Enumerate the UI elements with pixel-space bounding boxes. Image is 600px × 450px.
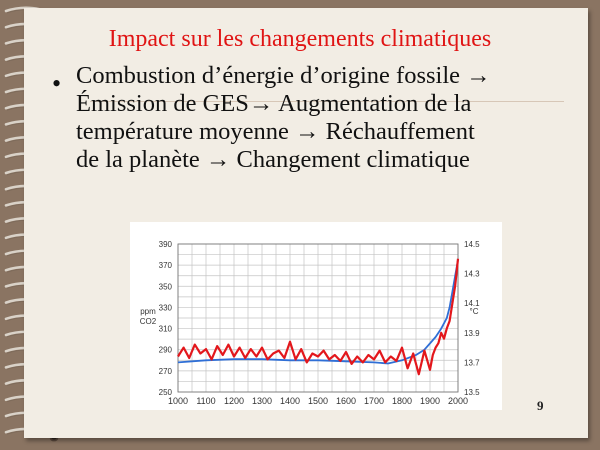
chart-grid bbox=[177, 243, 459, 393]
bullet-line-3: température moyenne → Réchauffement bbox=[76, 118, 475, 145]
y-left-tick-label: 290 bbox=[159, 346, 173, 355]
y-left-tick-label: 250 bbox=[159, 388, 173, 397]
y-right-tick-label: 14.3 bbox=[464, 270, 480, 279]
co2-temperature-chart: 1000 1100 1200 1300 1400 1500 1600 1700 1800 1900… bbox=[130, 222, 502, 410]
x-tick-label: 1800 bbox=[392, 396, 412, 406]
y-left-tick-label: 310 bbox=[159, 325, 173, 334]
x-tick-label: 1200 bbox=[224, 396, 244, 406]
bullet-line-4: de la planète → Changement climatique bbox=[76, 146, 470, 173]
y-left-tick-label: 330 bbox=[159, 303, 173, 312]
x-tick-label: 1400 bbox=[280, 396, 300, 406]
x-tick-label: 1700 bbox=[364, 396, 384, 406]
y-right-axis-label: °C bbox=[470, 307, 479, 316]
x-tick-label: 2000 bbox=[448, 396, 468, 406]
x-tick-label: 1500 bbox=[308, 396, 328, 406]
title-divider bbox=[90, 101, 564, 102]
x-tick-label: 1600 bbox=[336, 396, 356, 406]
x-tick-label: 1100 bbox=[196, 396, 215, 406]
bullet-line-1: Combustion d’énergie d’origine fossile → bbox=[76, 62, 491, 89]
bullet-line-2: Émission de GES→ Augmentation de la bbox=[76, 90, 472, 117]
y-left-tick-label: 270 bbox=[159, 367, 173, 376]
x-tick-label: 1900 bbox=[420, 396, 440, 406]
y-right-tick-label: 14.5 bbox=[464, 240, 480, 249]
y-right-tick-label: 13.9 bbox=[464, 329, 480, 338]
y-right-tick-label: 14.1 bbox=[464, 299, 480, 308]
y-left-tick-label: 350 bbox=[159, 282, 173, 291]
slide-title: Impact sur les changements climatiques bbox=[108, 26, 492, 52]
y-right-tick-label: 13.7 bbox=[464, 358, 480, 367]
bullet-text: Combustion d’énergie d’origine fossile →… bbox=[76, 62, 556, 174]
x-tick-label: 1300 bbox=[252, 396, 272, 406]
y-right-tick-label: 13.5 bbox=[464, 388, 480, 397]
bullet-dot-icon: • bbox=[52, 69, 62, 98]
y-left-axis-label: ppm bbox=[140, 307, 156, 316]
y-left-axis-label: CO2 bbox=[140, 317, 157, 326]
x-tick-label: 1000 bbox=[168, 396, 188, 406]
page-number: 9 bbox=[537, 398, 544, 413]
plot-frame bbox=[177, 243, 459, 393]
co2-series-line bbox=[177, 259, 459, 365]
y-left-tick-label: 370 bbox=[159, 261, 173, 270]
temperature-series-line bbox=[177, 258, 460, 376]
y-left-tick-label: 390 bbox=[159, 240, 173, 249]
